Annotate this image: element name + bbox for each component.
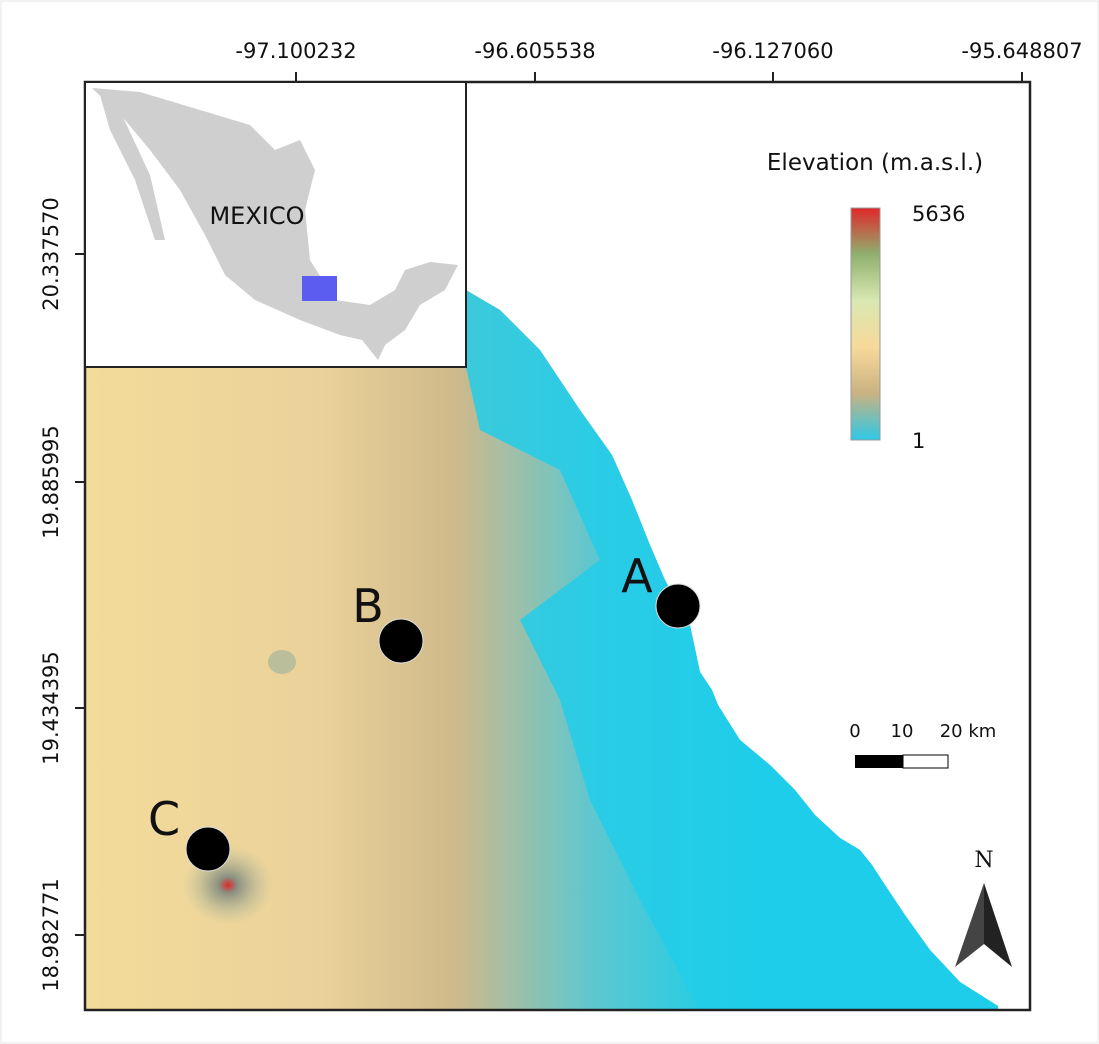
site-label: B [352,579,384,633]
inset: MEXICO [85,82,466,367]
lon-tick-label: -97.100232 [235,39,356,63]
scale-segment [855,755,903,768]
north-label: N [974,848,993,873]
legend-min: 1 [912,429,925,453]
lat-tick-label: 19.885995 [39,425,63,539]
site-label: A [621,549,653,603]
scale-label: 10 [891,721,914,742]
peak [268,650,296,674]
inset-label: MEXICO [209,202,304,230]
site-label: C [148,792,180,846]
color-ramp [851,208,880,440]
lon-tick-label: -96.127060 [712,39,833,63]
scale-segment [903,755,948,768]
legend-max: 5636 [912,202,965,226]
scale-label: 0 [849,721,860,742]
site-marker [186,827,230,871]
legend-title: Elevation (m.a.s.l.) [767,150,983,176]
scale-label: 20 km [940,721,997,742]
lat-tick-label: 20.337570 [39,197,63,311]
lon-tick-label: -95.648807 [961,39,1082,63]
lon-tick-label: -96.605538 [474,39,595,63]
site-marker [379,619,423,663]
study-area [302,276,337,301]
site-marker [656,584,700,628]
map-figure: MEXICO -97.100232 -96.605538 -96.127060 -95… [0,0,1099,1044]
lat-tick-label: 19.434395 [39,651,63,765]
lat-tick-label: 18.982771 [39,878,63,992]
